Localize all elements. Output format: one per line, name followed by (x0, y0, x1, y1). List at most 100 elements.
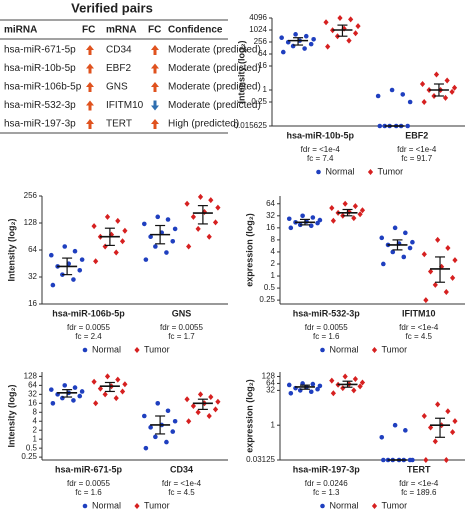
confidence: Moderate (predicted) (168, 45, 261, 56)
mrna: IFITM10 (106, 100, 144, 111)
point (405, 123, 410, 129)
point (310, 215, 316, 220)
mrna: TERT (106, 119, 132, 130)
fdr-label: fdr = <1e-4 (399, 323, 439, 332)
legend-marker (371, 347, 378, 353)
point (279, 35, 284, 41)
y-tick-label: 1 (263, 85, 268, 94)
point (115, 376, 121, 383)
point (317, 383, 323, 389)
point (197, 193, 204, 200)
point (122, 227, 128, 234)
point (93, 400, 99, 407)
point (315, 386, 320, 392)
y-tick-label: 64 (258, 49, 267, 58)
point (401, 254, 407, 260)
y-tick-label: 256 (24, 191, 38, 200)
fdr-label: fdr = <1e-4 (162, 479, 202, 488)
point (122, 381, 128, 388)
x-tick-label: hsa-miR-532-3p (293, 308, 361, 318)
point (72, 385, 78, 390)
arrow-up (151, 63, 159, 74)
point (142, 221, 147, 227)
y-tick-label: 8 (33, 407, 38, 416)
point (450, 274, 456, 281)
table-header: Confidence (168, 25, 223, 36)
legend-marker (82, 503, 88, 509)
point (79, 389, 85, 394)
point (407, 245, 413, 251)
y-tick-label: 32 (266, 386, 275, 395)
table-header: mRNA (106, 25, 137, 36)
point (407, 99, 413, 105)
x-tick-label: CD34 (170, 464, 193, 474)
legend-label: Tumor (144, 500, 170, 510)
mirna: hsa-miR-106b-5p (4, 82, 82, 93)
mrna: GNS (106, 82, 128, 93)
point (410, 457, 415, 463)
y-tick-label: 16 (258, 61, 267, 70)
confidence: Moderate (predicted) (168, 82, 261, 93)
point (104, 373, 111, 380)
point (442, 94, 449, 101)
point (340, 385, 346, 392)
point (351, 387, 357, 394)
table-title: Verified pairs (71, 0, 153, 15)
x-tick-label: hsa-miR-197-3p (293, 464, 361, 474)
fc-label: fc = 4.5 (168, 488, 195, 497)
fdr-label: fdr = 0.0246 (305, 479, 348, 488)
point (208, 394, 214, 401)
point (148, 425, 153, 430)
point (423, 457, 429, 463)
point (389, 87, 395, 93)
y-axis-label: expression (log₂) (244, 213, 254, 287)
arrow-up (86, 63, 94, 74)
fdr-label: fdr = 0.0055 (67, 479, 110, 488)
point (184, 200, 190, 207)
point (288, 390, 294, 396)
point (444, 77, 450, 84)
point (77, 393, 83, 399)
mrna: EBF2 (106, 63, 131, 74)
fdr-label: fdr = 0.0055 (305, 323, 348, 332)
x-tick-label: hsa-miR-10b-5p (286, 130, 354, 140)
point (381, 457, 386, 463)
y-tick-label: 32 (28, 389, 37, 398)
point (113, 249, 119, 256)
x-tick-label: hsa-miR-671-5p (55, 464, 123, 474)
legend-label: Normal (92, 500, 121, 510)
point (197, 391, 204, 398)
legend-label: Normal (326, 166, 355, 176)
y-axis-label: Intensity (log₂) (236, 41, 246, 104)
point (153, 244, 158, 249)
legend-marker (367, 169, 374, 175)
point (286, 382, 292, 388)
point (113, 395, 119, 402)
point (352, 30, 359, 37)
y-tick-label: 16 (28, 398, 37, 407)
point (50, 282, 56, 288)
point (172, 226, 178, 232)
fc-label: fc = 1.6 (75, 488, 102, 497)
point (77, 268, 83, 273)
point (93, 258, 99, 265)
point (102, 391, 108, 398)
y-tick-label: 128 (24, 372, 38, 381)
legend-marker (82, 347, 88, 353)
legend-label: Tumor (382, 500, 408, 510)
point (330, 390, 336, 397)
point (79, 257, 85, 262)
point (62, 244, 68, 249)
point (381, 261, 386, 267)
point (427, 268, 434, 275)
legend-label: Normal (92, 344, 121, 354)
fc-label: fc = 7.4 (307, 154, 334, 163)
point (155, 401, 161, 406)
point (346, 37, 352, 44)
point (346, 208, 352, 215)
point (421, 99, 427, 105)
point (153, 434, 158, 440)
point (308, 389, 314, 395)
point (438, 263, 445, 270)
y-tick-label: 1024 (249, 25, 267, 34)
